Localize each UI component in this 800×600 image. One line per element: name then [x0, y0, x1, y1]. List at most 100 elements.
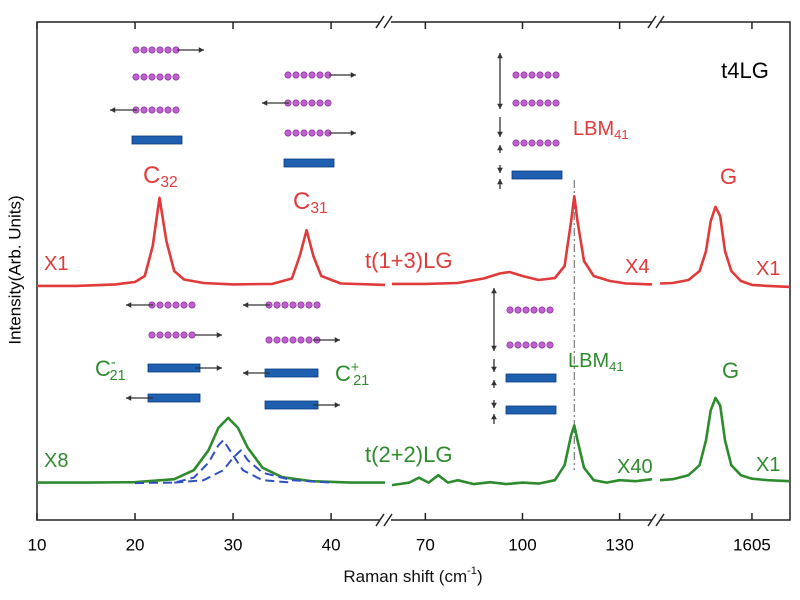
arrow-head	[110, 107, 116, 113]
layer-bar	[505, 405, 557, 415]
annotation-text: X1	[756, 454, 780, 476]
y-axis-label: Intensity(Arb. Units)	[5, 195, 24, 344]
annotation-sub: 21	[110, 368, 126, 384]
atom	[506, 341, 514, 349]
annotation-text: LBM	[568, 350, 609, 372]
layer-bar	[147, 363, 201, 373]
annotation-text: G	[720, 164, 737, 189]
atom	[172, 331, 180, 339]
arrow-head	[491, 380, 497, 386]
atom	[164, 301, 172, 309]
annotation-sub: 41	[609, 359, 623, 374]
atom	[512, 139, 520, 147]
panel-title: t4LG	[721, 58, 769, 83]
atom	[265, 336, 273, 344]
atom	[308, 71, 316, 79]
annotation: t(2+2)LG	[365, 442, 452, 467]
atom	[292, 71, 300, 79]
atom	[546, 341, 554, 349]
atom	[132, 73, 140, 81]
annotation-text: C	[143, 162, 160, 189]
atom	[156, 331, 164, 339]
arrow-head	[350, 72, 356, 78]
atom	[300, 129, 308, 137]
arrow-head	[243, 302, 249, 308]
annotation-text: LBM	[573, 118, 614, 140]
atom	[528, 71, 536, 79]
layer-cartoons	[110, 46, 563, 424]
arrow-head	[350, 130, 356, 136]
arrow-head	[497, 53, 503, 59]
atom	[512, 71, 520, 79]
atom	[324, 99, 332, 107]
atom	[180, 331, 188, 339]
arrow-head	[497, 103, 503, 109]
annotation-sub: 21	[353, 373, 369, 389]
annotation-sub: 32	[160, 174, 177, 191]
atom	[300, 99, 308, 107]
atom	[281, 336, 289, 344]
atom	[164, 331, 172, 339]
atom	[140, 73, 148, 81]
annotation: LBM41	[568, 350, 624, 374]
atom	[305, 336, 313, 344]
arrow-head	[334, 402, 340, 408]
arrow-head	[491, 288, 497, 294]
x-axis-label: Raman shift (cm-1)	[343, 565, 482, 587]
atom	[530, 341, 538, 349]
atom	[536, 71, 544, 79]
arrow-head	[216, 365, 222, 371]
annotation: X4	[625, 256, 649, 278]
annotation: C-21	[95, 355, 126, 384]
atom	[544, 139, 552, 147]
atom	[522, 306, 530, 314]
arrow-head	[126, 302, 132, 308]
layer-bar	[505, 373, 557, 383]
annotation-text: C	[335, 361, 351, 386]
atom	[552, 71, 560, 79]
annotation-text: X40	[617, 456, 653, 478]
annotation-sup: -	[111, 355, 116, 371]
annotation: C31	[293, 188, 328, 217]
atom	[528, 139, 536, 147]
atom	[300, 71, 308, 79]
atom	[284, 71, 292, 79]
annotation-text: X8	[44, 450, 68, 472]
atom	[546, 306, 554, 314]
x-tick-label: 70	[416, 535, 435, 554]
spectrum-line	[174, 449, 332, 484]
atom	[313, 301, 321, 309]
atom	[289, 301, 297, 309]
atom	[164, 73, 172, 81]
annotation-tail: )	[477, 567, 483, 586]
atom	[530, 306, 538, 314]
atom	[292, 99, 300, 107]
annotation-text: G	[722, 358, 739, 383]
atom	[538, 341, 546, 349]
annotation-sub: 41	[614, 127, 628, 142]
annotation-sub: 31	[310, 200, 327, 217]
arrow-head	[497, 131, 503, 137]
annotation: LBM41	[573, 118, 629, 142]
arrow-head	[497, 179, 503, 185]
atom	[132, 46, 140, 54]
arrow-head	[491, 366, 497, 372]
atom	[281, 301, 289, 309]
atom	[164, 106, 172, 114]
atom	[316, 129, 324, 137]
annotation: G	[720, 164, 737, 189]
arrow-head	[198, 47, 204, 53]
arrow-head	[497, 145, 503, 151]
atom	[316, 71, 324, 79]
atom	[284, 129, 292, 137]
spectrum-line	[659, 396, 791, 483]
annotation-sup: +	[351, 360, 359, 376]
atom	[506, 306, 514, 314]
atom	[522, 341, 530, 349]
atom	[148, 46, 156, 54]
atom	[512, 99, 520, 107]
x-tick-label: 100	[508, 535, 536, 554]
atom	[305, 301, 313, 309]
atom	[164, 46, 172, 54]
atom	[156, 106, 164, 114]
